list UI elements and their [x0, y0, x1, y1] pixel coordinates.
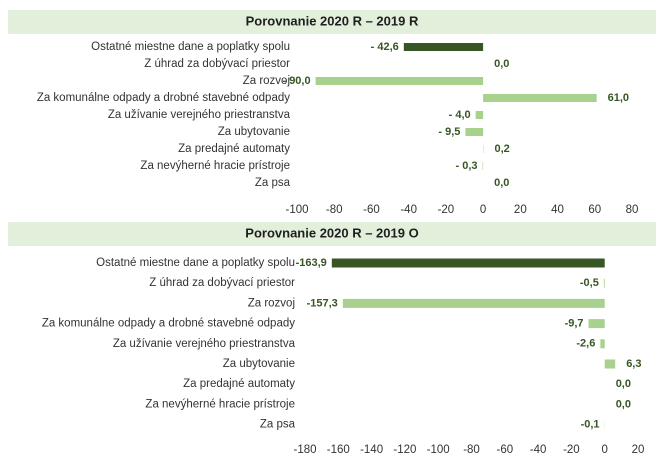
category-label: Za komunálne odpady a drobné stavebné od… — [42, 318, 295, 330]
value-label: - 0,3 — [456, 160, 478, 172]
x-tick-label: -140 — [360, 444, 383, 456]
value-label: - 9,5 — [438, 126, 460, 138]
bar — [465, 128, 484, 136]
value-label: -9,7 — [565, 318, 584, 330]
x-tick-label: -20 — [438, 204, 455, 216]
x-tick-label: -60 — [496, 444, 513, 456]
category-label: Z úhrad za dobývací priestor — [149, 277, 295, 289]
value-label: 6,3 — [626, 358, 641, 370]
x-tick-label: -80 — [326, 204, 343, 216]
value-label: 0,0 — [494, 177, 509, 189]
x-tick-label: -20 — [563, 444, 580, 456]
value-label: 0,0 — [616, 398, 631, 410]
bar — [604, 359, 616, 369]
value-label: -2,6 — [576, 338, 595, 350]
category-label: Za rozvoj — [248, 297, 295, 309]
x-tick-label: -80 — [463, 444, 480, 456]
value-label: -163,9 — [296, 257, 327, 269]
category-label: Za ubytovanie — [218, 126, 290, 138]
bar — [588, 319, 605, 329]
category-label: Za ubytovanie — [223, 358, 295, 370]
bar — [403, 43, 484, 51]
x-tick-label: -120 — [393, 444, 416, 456]
value-label: - 4,0 — [449, 109, 471, 121]
value-label: 61,0 — [608, 92, 629, 104]
value-label: - 90,0 — [282, 75, 310, 87]
category-label: Za nevýherné hracie prístroje — [140, 160, 290, 172]
x-tick-label: -100 — [285, 204, 308, 216]
category-label: Za rozvoj — [243, 75, 290, 87]
category-label: Za psa — [255, 177, 291, 189]
value-label: 0,0 — [616, 378, 631, 390]
category-label: Za nevýherné hracie prístroje — [145, 398, 295, 410]
bar — [603, 278, 605, 288]
x-tick-label: 0 — [601, 444, 607, 456]
value-label: 0,0 — [494, 58, 509, 70]
bar — [600, 339, 605, 349]
bar — [482, 162, 484, 170]
category-label: Z úhrad za dobývací priestor — [144, 58, 290, 70]
bar — [475, 111, 484, 119]
x-tick-label: -40 — [400, 204, 417, 216]
category-label: Za predajné automaty — [178, 143, 290, 155]
x-tick-label: -160 — [327, 444, 350, 456]
category-label: Za užívanie verejného priestranstva — [113, 338, 296, 350]
x-tick-label: 20 — [514, 204, 527, 216]
x-tick-label: 60 — [588, 204, 601, 216]
x-tick-label: -180 — [293, 444, 316, 456]
value-label: -157,3 — [307, 297, 338, 309]
x-tick-label: -40 — [530, 444, 547, 456]
chart-title: Porovnanie 2020 R – 2019 O — [245, 225, 418, 240]
category-label: Za komunálne odpady a drobné stavebné od… — [37, 92, 290, 104]
chart-title: Porovnanie 2020 R – 2019 R — [246, 13, 419, 28]
x-tick-label: -60 — [363, 204, 380, 216]
value-label: -0,1 — [581, 419, 600, 431]
x-tick-label: -100 — [427, 444, 450, 456]
value-label: -0,5 — [580, 277, 599, 289]
category-label: Za psa — [260, 419, 296, 431]
x-tick-label: 40 — [551, 204, 564, 216]
bar — [315, 77, 484, 85]
bar — [331, 258, 605, 268]
category-label: Za predajné automaty — [183, 378, 295, 390]
bar — [483, 94, 597, 102]
bar — [342, 298, 605, 308]
title-band — [8, 10, 656, 34]
category-label: Ostatné miestne dane a poplatky spolu — [96, 257, 295, 269]
x-tick-label: 0 — [480, 204, 486, 216]
value-label: 0,2 — [494, 143, 509, 155]
category-label: Za užívanie verejného priestranstva — [108, 109, 291, 121]
title-band — [8, 222, 656, 246]
value-label: - 42,6 — [371, 41, 399, 53]
x-tick-label: 80 — [626, 204, 639, 216]
x-tick-label: 20 — [632, 444, 645, 456]
category-label: Ostatné miestne dane a poplatky spolu — [91, 41, 290, 53]
